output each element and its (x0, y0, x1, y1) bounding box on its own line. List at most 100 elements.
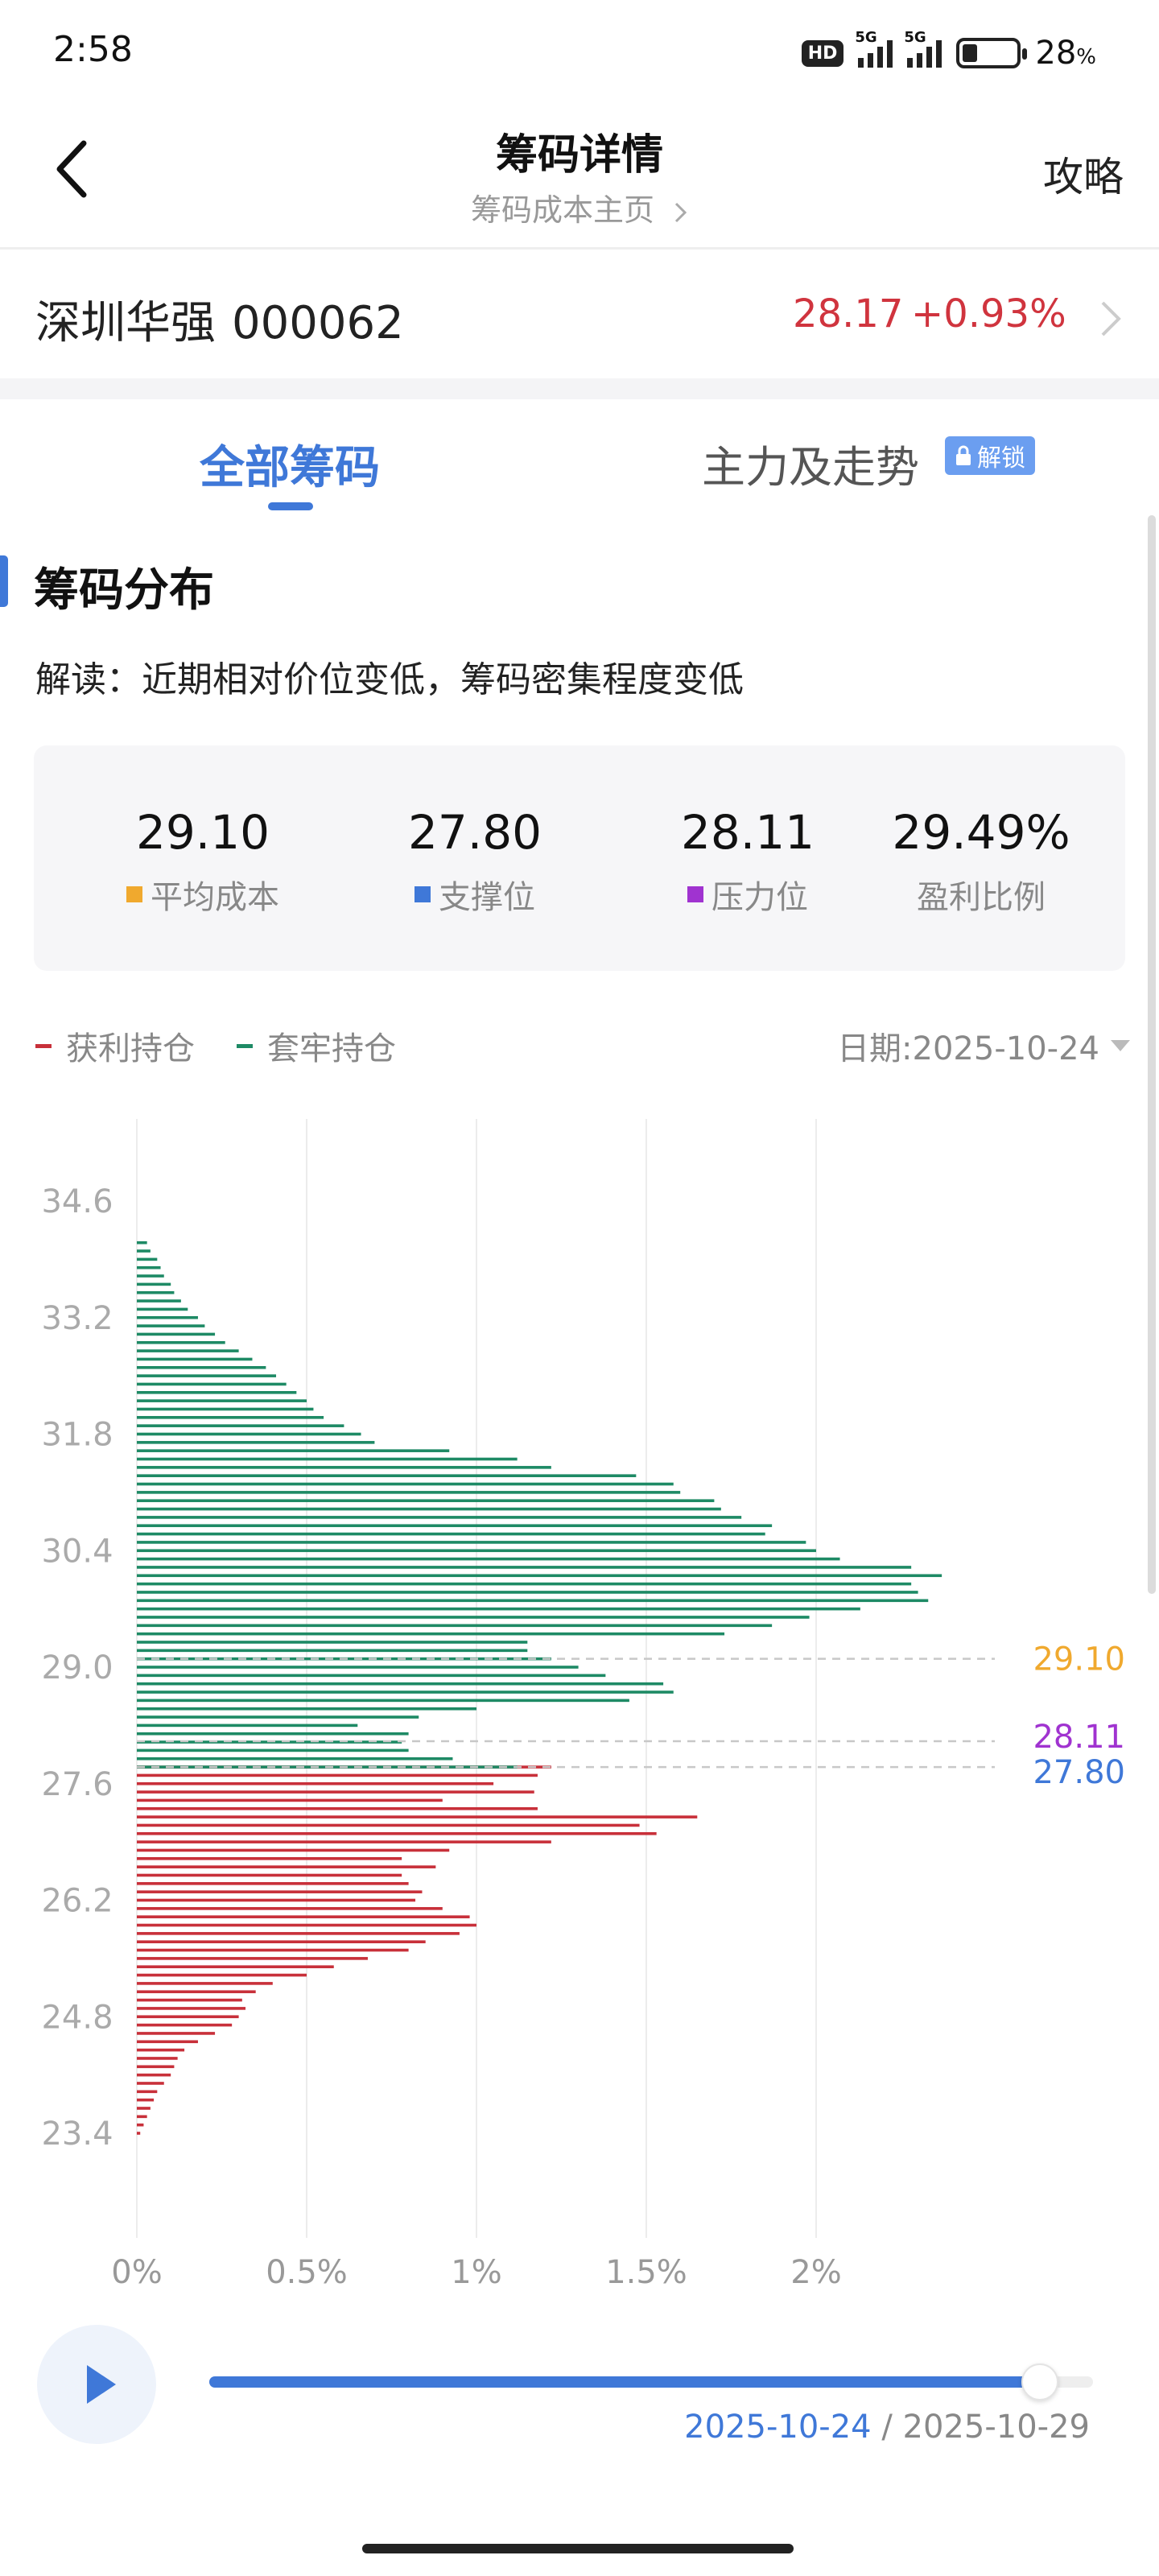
page-title: 筹码详情 (495, 131, 663, 180)
chip-bar (137, 1424, 344, 1427)
chip-bar (137, 1982, 273, 1985)
chevron-right-icon (1101, 301, 1121, 336)
chip-bar (137, 1715, 419, 1719)
chip-bar (137, 1973, 307, 1977)
chip-bar (137, 1798, 443, 1802)
chip-bar (137, 1690, 674, 1694)
lock-icon (956, 445, 971, 465)
chip-bar (137, 1940, 426, 1943)
chip-bar (137, 1374, 277, 1377)
chip-bar (137, 1290, 175, 1294)
stock-change: +0.93% (911, 291, 1066, 336)
chip-bar (137, 1407, 314, 1411)
timeline-dates: 2025-10-24 / 2025-10-29 (684, 2409, 1090, 2446)
home-indicator[interactable] (362, 2544, 794, 2553)
chip-bar (137, 2098, 155, 2102)
y-tick-label: 29.0 (41, 1649, 113, 1686)
stat-avg-cost: 29.10 平均成本 (82, 805, 324, 918)
status-bar: 2:58 HD 5G 5G 28% (0, 0, 1159, 97)
chip-bar (137, 1923, 476, 1927)
stock-code: 000062 (232, 297, 404, 349)
y-tick-label: 23.4 (41, 2116, 113, 2153)
signal-icon: 5G (855, 29, 893, 68)
tab-main-force[interactable]: 主力及走势 (702, 442, 919, 493)
play-button[interactable] (37, 2325, 156, 2444)
signal-icon-2: 5G (904, 29, 942, 68)
tab-bar: 全部筹码 主力及走势 解锁 (0, 399, 1159, 520)
chip-bar (137, 1599, 929, 1603)
unlock-badge[interactable]: 解锁 (945, 436, 1035, 475)
chip-bar (137, 2073, 171, 2077)
chip-bar (137, 2065, 175, 2069)
y-tick-label: 31.8 (41, 1417, 113, 1454)
y-tick-label: 30.4 (41, 1533, 113, 1570)
strategy-button[interactable]: 攻略 (1043, 154, 1124, 200)
cost-homepage-link[interactable]: 筹码成本主页 (0, 185, 1159, 229)
chip-bar (137, 1274, 164, 1278)
chip-bar (137, 1848, 450, 1852)
chip-bar (137, 1524, 773, 1528)
chip-bar (137, 1699, 629, 1703)
chip-bar (137, 1382, 287, 1386)
stat-pressure: 28.11 压力位 (680, 805, 815, 916)
stat-profit-ratio: 29.49% 盈利比例 (892, 805, 1070, 916)
chip-bar (137, 1332, 216, 1336)
chip-bar (137, 1557, 840, 1561)
stock-name: 深圳华强 000062 (35, 297, 404, 349)
chip-bar (137, 1466, 551, 1469)
chip-bar (137, 2040, 198, 2044)
tab-indicator (268, 502, 313, 510)
back-arrow-icon[interactable] (48, 137, 97, 201)
chip-bar (137, 1840, 551, 1843)
divider (0, 378, 1159, 399)
chip-bar (137, 1773, 538, 1777)
chip-bar (137, 1499, 715, 1503)
chip-bar (137, 1574, 942, 1578)
chip-bar (137, 1674, 606, 1678)
chip-bar (137, 1865, 436, 1868)
chip-bar (137, 1532, 765, 1536)
interpretation-text: 解读：近期相对价位变低，筹码密集程度变低 (35, 659, 744, 700)
timeline-thumb[interactable] (1021, 2363, 1059, 2401)
chip-bar (137, 2023, 233, 2027)
chip-bar (137, 1948, 409, 1952)
reference-label: 29.10 (1033, 1641, 1125, 1678)
stat-support: 27.80 支撑位 (407, 805, 542, 916)
avg-cost-swatch (126, 886, 142, 902)
reference-label: 27.80 (1033, 1754, 1125, 1791)
legend-profit: 获利持仓 (35, 1022, 195, 1069)
date-selector[interactable]: 日期:2025-10-24 (837, 1022, 1130, 1069)
tab-all-chips[interactable]: 全部筹码 (200, 442, 380, 494)
timeline-slider[interactable] (209, 2363, 1093, 2401)
chip-bar (137, 1482, 674, 1486)
y-tick-label: 34.6 (41, 1183, 113, 1220)
chip-bar (137, 1549, 816, 1553)
chip-bar (137, 2132, 141, 2135)
chip-bar (137, 2032, 216, 2035)
legend-trapped: 套牢持仓 (237, 1022, 396, 1069)
timeline-progress (209, 2376, 1041, 2388)
support-swatch (415, 886, 431, 902)
battery-percent: 28% (1035, 35, 1096, 72)
battery-icon (956, 38, 1028, 68)
chip-bar (137, 2015, 239, 2019)
chip-bar (137, 1491, 681, 1494)
stock-row[interactable]: 深圳华强 000062 28.17 +0.93% (0, 253, 1159, 378)
chip-bar (137, 1624, 773, 1628)
chip-bar (137, 1915, 470, 1918)
chip-bar (137, 1241, 147, 1245)
scrollbar[interactable] (1148, 515, 1156, 1594)
chip-bar (137, 2115, 147, 2119)
status-icons: HD 5G 5G 28% (801, 29, 1096, 77)
chip-distribution-chart: 0% 0.5% 1% 1.5% 2% 34.6 33.2 31.8 30.4 29.0 27.6 26… (41, 1119, 1125, 2291)
chip-bar (137, 2057, 178, 2060)
chip-bar (137, 1315, 198, 1319)
chip-bar (137, 1324, 205, 1327)
chip-bar (137, 1399, 307, 1402)
chip-bar (137, 1591, 918, 1594)
chip-bar (137, 1890, 423, 1893)
chip-bar (137, 1732, 409, 1736)
chip-bar (137, 1457, 518, 1461)
chip-bar (137, 1249, 151, 1253)
chip-bar (137, 2082, 164, 2085)
